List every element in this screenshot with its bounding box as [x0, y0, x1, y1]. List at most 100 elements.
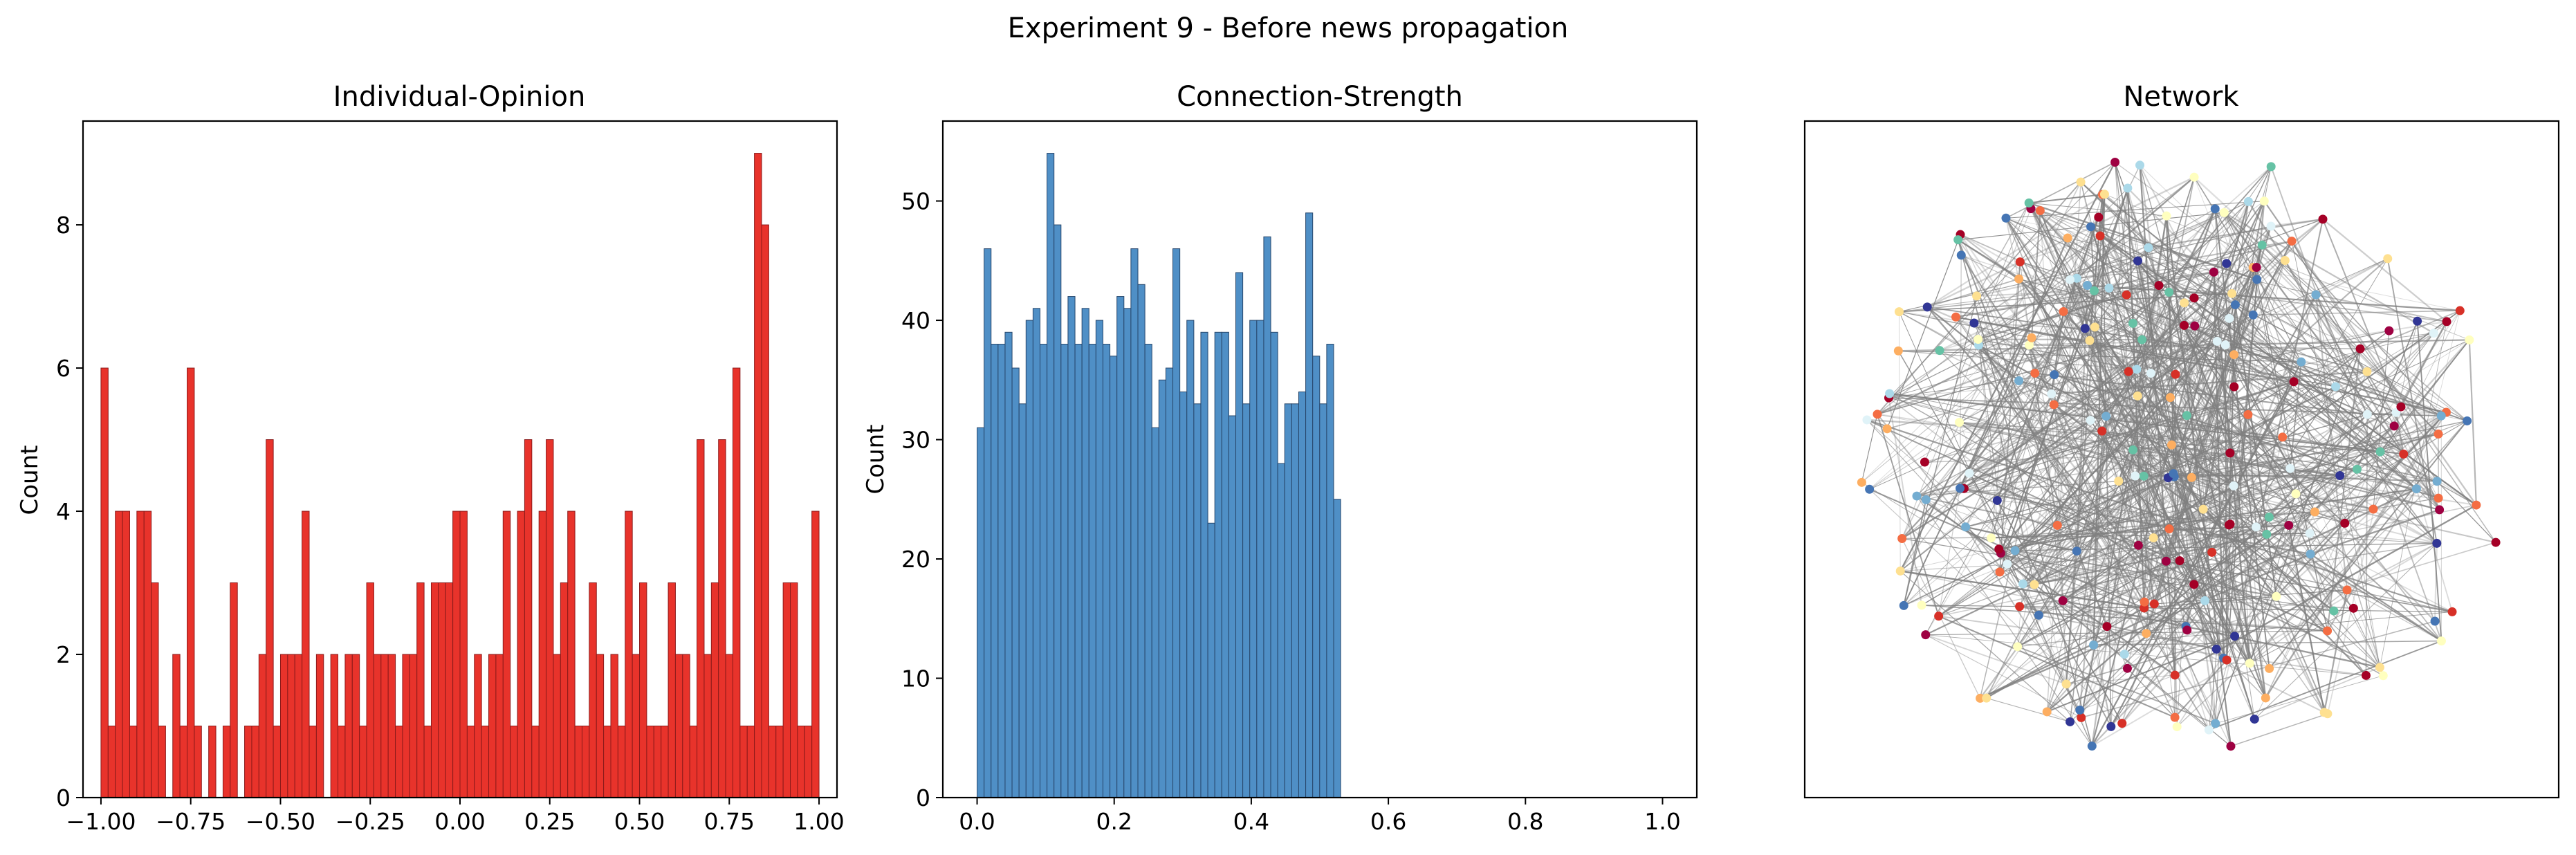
opinion-bar	[222, 726, 231, 798]
network-node	[2207, 547, 2217, 557]
connection-bar	[1137, 284, 1146, 798]
network-node	[2251, 522, 2261, 532]
network-edge	[1925, 499, 2035, 585]
network-node	[2340, 518, 2350, 528]
network-edge	[1899, 311, 2092, 746]
network-node	[1922, 302, 1932, 312]
network-edge	[2023, 415, 2442, 585]
network-edge	[2315, 294, 2438, 482]
network-node	[2434, 493, 2443, 503]
connection-x-tick-label: 0.8	[1507, 808, 1543, 835]
opinion-histogram-title: Individual-Opinion	[333, 81, 586, 113]
connection-bar	[1249, 320, 1258, 798]
network-edge	[2020, 261, 2077, 279]
network-edge	[1959, 421, 2345, 524]
opinion-bar	[632, 654, 641, 798]
network-edge	[1861, 414, 1878, 483]
network-edge	[2101, 430, 2345, 524]
network-edge	[2039, 210, 2090, 341]
network-edge	[2076, 176, 2195, 279]
network-edge	[1888, 162, 2115, 398]
network-edge	[2158, 284, 2447, 322]
network-node	[1955, 418, 1965, 428]
network-node	[2122, 290, 2131, 300]
connection-bar	[1186, 320, 1195, 798]
network-edge	[1959, 421, 2496, 544]
network-edge	[2150, 372, 2326, 713]
network-node	[2099, 190, 2109, 199]
connection-bar	[1333, 499, 1341, 798]
opinion-bar	[187, 367, 195, 798]
connection-bar	[1242, 403, 1251, 798]
network-node	[2169, 469, 2178, 479]
network-node	[2348, 603, 2358, 613]
network-edge	[2066, 635, 2235, 685]
network-node	[2102, 622, 2112, 632]
network-edge	[1889, 393, 2384, 677]
network-edge	[1999, 187, 2128, 573]
network-node	[2063, 233, 2072, 243]
network-node	[2190, 321, 2200, 331]
network-node	[2137, 335, 2147, 344]
network-edge	[2108, 287, 2439, 499]
network-edge	[2153, 226, 2272, 605]
opinion-bar	[359, 726, 367, 798]
connection-bar	[1312, 356, 1321, 798]
network-edge	[1998, 488, 2417, 550]
network-edge	[2005, 217, 2267, 699]
opinion-bar	[330, 654, 339, 798]
opinion-bars	[100, 153, 820, 798]
connection-x-tick-label: 1.0	[1644, 808, 1680, 835]
network-node	[2465, 335, 2474, 344]
network-edge	[2254, 543, 2438, 719]
opinion-bar	[725, 654, 733, 798]
network-edge	[1998, 475, 2340, 550]
network-node	[2015, 602, 2025, 612]
connection-bar	[1054, 224, 1062, 798]
network-node	[2285, 463, 2295, 473]
network-node	[1974, 335, 1983, 344]
opinion-bar	[481, 726, 490, 798]
connection-histogram-title: Connection-Strength	[1177, 81, 1463, 113]
network-node	[2072, 546, 2081, 556]
network-edge	[2380, 339, 2470, 452]
network-edge	[2270, 166, 2442, 641]
opinion-bar	[761, 224, 769, 798]
network-edge	[2214, 208, 2231, 524]
network-edge	[1969, 419, 2091, 475]
network-edge	[2223, 212, 2404, 455]
network-edge	[2265, 415, 2442, 699]
connection-bar	[1172, 248, 1181, 798]
connection-bar	[1263, 236, 1271, 798]
network-node	[2436, 411, 2446, 421]
opinion-bar	[251, 726, 259, 798]
opinion-bar	[158, 726, 166, 798]
network-edge	[2046, 635, 2235, 712]
network-edge	[2084, 187, 2128, 329]
opinion-x-tick-label: 1.00	[793, 808, 844, 835]
network-node	[2455, 306, 2465, 315]
network-edge	[2046, 601, 2145, 712]
network-edge	[2216, 414, 2249, 650]
network-node	[2297, 357, 2306, 367]
network-node	[2210, 204, 2220, 214]
network-edge	[2234, 219, 2324, 636]
network-edge	[2094, 327, 2328, 632]
network-node	[2198, 504, 2208, 514]
network-node	[1982, 693, 1991, 703]
connection-bar	[1067, 296, 1076, 798]
connection-bar	[1074, 344, 1083, 798]
network-edge	[1916, 495, 2453, 613]
network-edge	[2214, 208, 2439, 435]
network-node	[2066, 717, 2075, 726]
network-edge	[2148, 247, 2267, 699]
network-node	[2047, 389, 2057, 398]
network-node	[2122, 663, 2132, 673]
connection-bar	[984, 248, 992, 798]
network-node	[2272, 591, 2281, 601]
opinion-bar	[143, 511, 152, 798]
network-edge	[1978, 339, 2008, 564]
opinion-x-tick-label: 0.75	[704, 808, 755, 835]
network-node	[1857, 477, 1866, 487]
network-edge	[1980, 560, 2166, 699]
